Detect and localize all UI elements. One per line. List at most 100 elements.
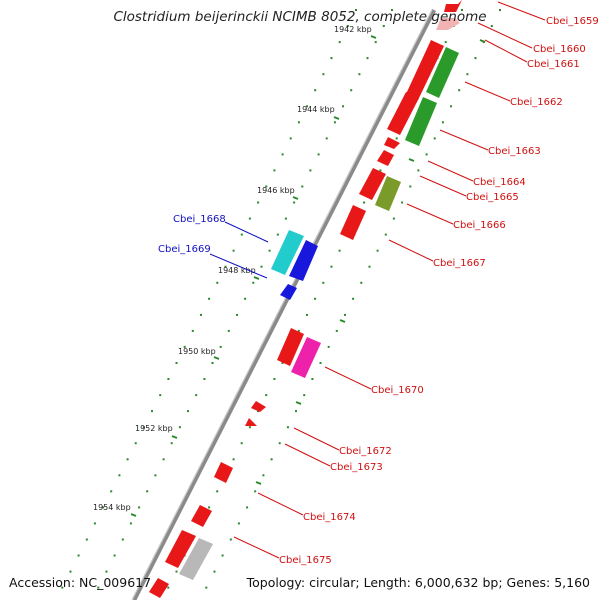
tick-label: 1948 kbp [218,266,256,275]
track-dot [317,153,320,156]
gene-arrow-extra [149,578,169,598]
track-dot [154,474,157,477]
gene-label[interactable]: Cbei_1662 [510,97,563,108]
gene-features [149,0,462,598]
gene-label[interactable]: Cbei_1670 [371,385,424,396]
gene-arrow-cbei-1674 [191,505,212,527]
gene-label[interactable]: Cbei_1674 [303,512,356,523]
gene-label[interactable]: Cbei_1664 [473,177,526,188]
track-dot [265,394,268,397]
track-dot [284,217,287,220]
track-dot [301,185,304,188]
track-dot [392,217,395,220]
gene-arrow-cbei-1663-green [405,97,437,146]
track-dot [330,265,333,268]
gene-arrow-cbei-1666 [359,168,386,200]
gene-label[interactable]: Cbei_1663 [488,146,541,157]
track-dot [350,89,353,92]
track-dot [232,458,235,461]
gene-arrow-cbei-1659 [444,0,462,12]
track-dot [175,570,178,573]
tick-label: 1952 kbp [135,424,173,433]
track-dot [257,201,260,204]
gene-label[interactable]: Cbei_1675 [279,555,332,566]
track-dot [330,57,333,60]
track-dot [450,105,452,108]
track-dot [297,121,300,124]
track-dot [232,249,235,252]
major-ticks [130,35,486,517]
track-dot [342,105,344,108]
track-dot [322,281,325,284]
track-dot [260,265,263,268]
track-dot [175,362,178,364]
track-dot [221,554,224,557]
track-dot [208,506,211,509]
track-dot [382,25,385,27]
gene-label[interactable]: Cbei_1659 [546,16,599,27]
track-dot [121,538,124,541]
track-dot [409,185,412,188]
track-dot [276,233,279,236]
track-dot [358,73,361,76]
gene-arrow-cbei-1669 [289,240,318,281]
gene-arrow-cbei-1667 [340,205,366,240]
gene-label[interactable]: Cbei_1660 [533,44,586,55]
track-dot [293,201,296,204]
track-dot [138,506,141,509]
gene-label[interactable]: Cbei_1661 [527,59,580,70]
track-dot [208,297,211,300]
track-dot [252,281,255,284]
track-dot [286,426,289,429]
gene-label[interactable]: Cbei_1673 [330,462,383,473]
track-dot [306,105,308,108]
track-dot [327,345,330,348]
gene-arrow-cbei-1672 [251,401,266,412]
track-dot [248,217,251,220]
track-dot [441,121,444,124]
track-dot [363,201,366,204]
gene-label[interactable]: Cbei_1667 [433,258,486,269]
track-dot [281,362,284,364]
track-dot [278,442,281,445]
track-dot [295,410,297,413]
track-dot [213,570,216,573]
track-dot [289,137,292,140]
track-dot [254,490,257,493]
track-dot [425,153,428,156]
gene-label[interactable]: Cbei_1672 [339,446,392,457]
track-dot [319,362,322,364]
gene-arrow-cbei-1662-green [426,47,459,98]
track-dot [93,522,96,525]
track-dot [366,57,369,60]
gene-label[interactable]: Cbei_1669 [158,244,211,255]
track-dot [216,490,219,493]
track-dot [159,394,162,397]
gene-label[interactable]: Cbei_1666 [453,220,506,231]
track-dot [344,313,346,316]
track-dot [338,41,341,44]
track-dot [444,41,447,44]
track-dot [118,474,121,477]
track-dot [297,329,300,332]
tick-label: 1944 kbp [297,105,335,114]
track-dot [314,297,317,300]
track-dot [203,378,206,380]
gene-arrow-cbei-1660 [436,18,460,30]
track-dot [244,297,247,300]
track-dot [216,281,219,284]
track-dot [191,329,194,332]
track-dot [187,410,189,413]
gene-arrow-cbei-1666-olive [375,176,401,211]
track-dot [379,169,382,172]
track-dot [205,586,208,589]
track-dot [490,25,493,27]
track-dot [110,490,113,493]
track-dot [466,73,469,76]
track-dot [376,249,379,252]
gene-label[interactable]: Cbei_1668 [173,214,226,225]
gene-arrow-cbei-1668 [271,230,304,275]
gene-label[interactable]: Cbei_1665 [466,192,519,203]
track-dot [368,265,371,268]
tick-label: 1946 kbp [257,186,295,195]
